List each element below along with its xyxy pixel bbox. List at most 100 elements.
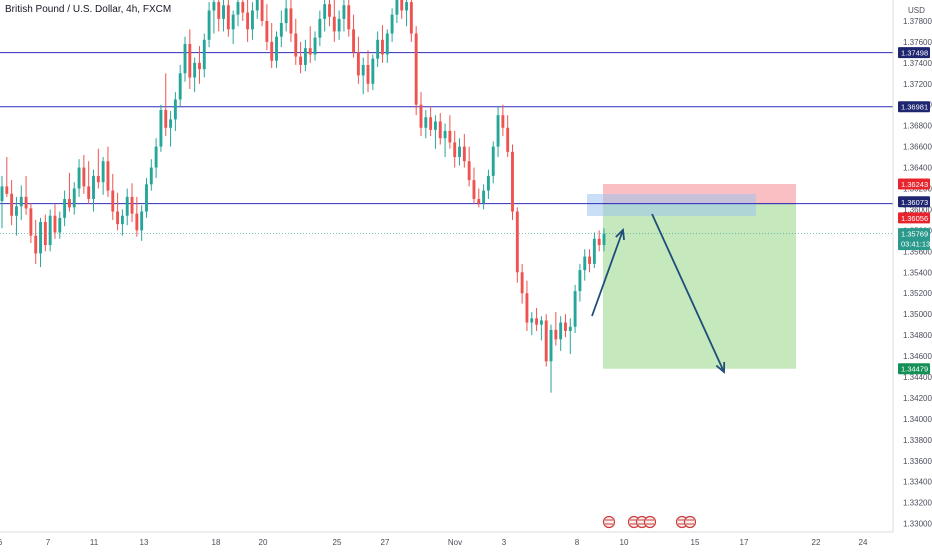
candle-body bbox=[5, 186, 9, 194]
time-tick-label: Nov bbox=[448, 538, 462, 547]
time-tick-label: 11 bbox=[90, 538, 99, 547]
candle-body bbox=[92, 175, 95, 199]
price-tick-label: 1.34200 bbox=[903, 394, 932, 403]
candle-body bbox=[453, 142, 457, 158]
stop-price-label: 1.36243 bbox=[901, 180, 928, 189]
candle-body bbox=[515, 211, 519, 273]
candle-body bbox=[347, 5, 351, 30]
candle-body bbox=[164, 109, 168, 128]
candle-body bbox=[303, 48, 307, 65]
time-tick-label: 13 bbox=[140, 538, 149, 547]
price-tick-label: 1.35400 bbox=[903, 268, 932, 277]
candle-body bbox=[390, 14, 394, 34]
candle-body bbox=[43, 222, 47, 246]
candle-body bbox=[53, 215, 57, 233]
candle-body bbox=[511, 151, 514, 212]
candle-body bbox=[270, 41, 274, 61]
candle-body bbox=[212, 2, 216, 11]
entry-level-price-label: 1.36056 bbox=[901, 214, 928, 223]
candle-body bbox=[458, 146, 461, 158]
candle-body bbox=[299, 56, 303, 65]
candle-body bbox=[29, 208, 33, 236]
candle-body bbox=[178, 73, 182, 100]
candle-body bbox=[159, 109, 163, 147]
candle-body bbox=[583, 256, 587, 271]
candle-body bbox=[193, 62, 197, 78]
candle-body bbox=[472, 180, 476, 199]
candle-body bbox=[265, 20, 269, 42]
price-tick-label: 1.35600 bbox=[903, 247, 932, 256]
candle-body bbox=[506, 127, 510, 152]
candle-body bbox=[63, 198, 67, 218]
price-tick-label: 1.36000 bbox=[903, 205, 932, 214]
candle-body bbox=[539, 320, 543, 325]
candle-body bbox=[530, 318, 534, 323]
candle-body bbox=[318, 18, 322, 38]
candle-body bbox=[39, 222, 42, 254]
candle-body bbox=[183, 43, 187, 74]
economic-events bbox=[602, 515, 697, 529]
candle-body bbox=[559, 322, 563, 340]
time-tick-label: 18 bbox=[212, 538, 221, 547]
candle-body bbox=[328, 4, 331, 17]
candle-body bbox=[188, 43, 192, 78]
candle-body bbox=[72, 188, 76, 208]
time-tick-label: 20 bbox=[259, 538, 268, 547]
candle-body bbox=[573, 291, 577, 327]
price-tick-label: 1.33400 bbox=[903, 478, 932, 487]
candle-body bbox=[496, 115, 500, 147]
time-axis[interactable]: 6 7 11 13 18 20 25 27 Nov 3 8 10 15 17 22 24 bbox=[0, 531, 893, 547]
candle-body bbox=[342, 5, 346, 19]
candle-body bbox=[433, 121, 437, 130]
candle-body bbox=[116, 211, 120, 225]
candle-body bbox=[597, 238, 601, 246]
price-axis[interactable]: 1.378001.376001.374001.372001.370001.368… bbox=[892, 0, 932, 532]
candle-body bbox=[535, 318, 539, 325]
price-tick-label: 1.33000 bbox=[903, 520, 932, 529]
candle-body bbox=[554, 329, 558, 340]
time-tick-label: 15 bbox=[691, 538, 700, 547]
candle-body bbox=[154, 146, 158, 168]
candle-body bbox=[246, 12, 250, 30]
candle-body bbox=[313, 37, 317, 55]
candle-body bbox=[429, 117, 433, 130]
level-2-price-label-bg bbox=[898, 101, 930, 113]
candle-body bbox=[260, 0, 264, 21]
candle-body bbox=[222, 5, 225, 19]
candle-body bbox=[361, 64, 365, 76]
entry-price-label-bg bbox=[898, 196, 930, 208]
candle-body bbox=[491, 146, 495, 176]
candle-body bbox=[202, 39, 206, 70]
candle-body bbox=[250, 10, 254, 30]
candle-body bbox=[376, 39, 380, 59]
candle-body bbox=[501, 115, 505, 128]
candle-body bbox=[145, 184, 148, 212]
candle-body bbox=[0, 186, 4, 202]
price-tick-label: 1.35000 bbox=[903, 310, 932, 319]
position-zones bbox=[587, 184, 796, 369]
candle-body bbox=[255, 0, 259, 11]
candle-body bbox=[486, 175, 490, 191]
candle-body bbox=[111, 190, 115, 212]
time-tick-label: 6 bbox=[0, 538, 3, 547]
candle-body bbox=[385, 33, 389, 55]
time-tick-label: 24 bbox=[859, 538, 868, 547]
entry-zone-box bbox=[587, 194, 756, 216]
candle-body bbox=[173, 99, 177, 120]
up-arrow-head bbox=[615, 228, 625, 241]
level-1-price-label: 1.37498 bbox=[901, 49, 928, 58]
time-tick-label: 27 bbox=[381, 538, 390, 547]
price-tick-label: 1.37200 bbox=[903, 80, 932, 89]
time-tick-label: 7 bbox=[46, 538, 51, 547]
price-tick-label: 1.33200 bbox=[903, 499, 932, 508]
candle-body bbox=[308, 48, 312, 55]
candle-body bbox=[226, 5, 230, 30]
candle-body bbox=[125, 196, 129, 216]
candle-body bbox=[395, 0, 399, 15]
candle-body bbox=[438, 121, 442, 139]
candle-body bbox=[231, 14, 235, 30]
entry-price-label: 1.36073 bbox=[901, 198, 928, 207]
candle-body bbox=[400, 0, 404, 11]
